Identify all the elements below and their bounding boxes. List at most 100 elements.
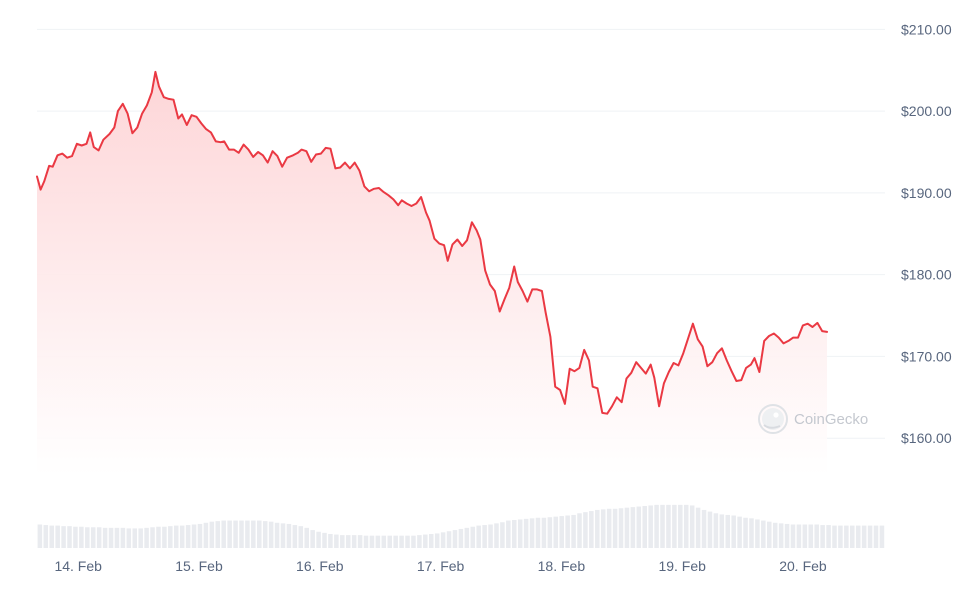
volume-bar bbox=[772, 522, 778, 548]
volume-bar bbox=[695, 507, 701, 548]
volume-bar bbox=[630, 507, 636, 548]
volume-bar bbox=[197, 523, 203, 548]
volume-bar bbox=[251, 520, 256, 548]
gecko-icon bbox=[758, 404, 788, 434]
volume-bar bbox=[168, 526, 173, 548]
x-tick-label: 20. Feb bbox=[779, 558, 827, 574]
volume-bar bbox=[678, 504, 683, 548]
x-axis-ticks: 14. Feb 15. Feb 16. Feb 17. Feb 18. Feb 19. F… bbox=[54, 558, 826, 574]
volume-bar bbox=[43, 525, 49, 548]
y-tick-label: $160.00 bbox=[901, 430, 952, 446]
volume-bar bbox=[850, 525, 855, 548]
volume-bar bbox=[618, 508, 624, 548]
volume-bar bbox=[446, 531, 452, 548]
volume-bar bbox=[755, 519, 760, 548]
volume-bar bbox=[73, 526, 78, 548]
volume-bar bbox=[191, 524, 197, 548]
volume-bar bbox=[571, 514, 576, 548]
volume-bar bbox=[648, 505, 653, 548]
volume-bar bbox=[683, 504, 689, 548]
volume-bar bbox=[345, 535, 351, 548]
volume-bar bbox=[654, 504, 659, 548]
volume-bar bbox=[666, 504, 671, 548]
volume-bar bbox=[660, 504, 665, 548]
coingecko-watermark: CoinGecko bbox=[758, 404, 868, 434]
volume-bar bbox=[357, 535, 363, 548]
volume-bar bbox=[274, 522, 280, 548]
volume-bar bbox=[612, 508, 618, 548]
volume-bar bbox=[381, 535, 387, 548]
volume-bar bbox=[778, 523, 784, 548]
volume-bar bbox=[138, 528, 143, 548]
price-area bbox=[37, 71, 827, 476]
volume-bar bbox=[577, 513, 582, 548]
volume-bar bbox=[233, 520, 238, 548]
volume-bar bbox=[268, 521, 274, 548]
volume-bar bbox=[719, 514, 725, 548]
volume-bar bbox=[500, 522, 505, 548]
volume-bar bbox=[334, 534, 339, 548]
x-tick-label: 16. Feb bbox=[296, 558, 344, 574]
volume-bar bbox=[67, 526, 72, 548]
x-tick-label: 17. Feb bbox=[417, 558, 465, 574]
y-tick-label: $200.00 bbox=[901, 103, 952, 119]
volume-bar bbox=[642, 506, 647, 548]
volume-bar bbox=[85, 527, 90, 548]
y-tick-label: $180.00 bbox=[901, 267, 952, 283]
volume-bar bbox=[79, 526, 84, 548]
volume-bar bbox=[553, 516, 559, 548]
volume-bar bbox=[624, 507, 630, 548]
volume-bar bbox=[749, 518, 754, 548]
volume-bar bbox=[725, 514, 731, 548]
volume-bar bbox=[535, 517, 541, 548]
volume-bar bbox=[838, 525, 843, 548]
volume-bar bbox=[393, 535, 398, 548]
volume-bar bbox=[470, 526, 476, 548]
volume-bar bbox=[855, 525, 861, 548]
volume-bar bbox=[239, 520, 244, 548]
volume-bar bbox=[298, 526, 304, 548]
volume-bar bbox=[832, 525, 837, 548]
y-axis-ticks: $210.00 $200.00 $190.00 $180.00 $170.00 $160.… bbox=[901, 21, 952, 446]
volume-bar bbox=[37, 524, 43, 548]
volume-bar bbox=[583, 512, 588, 548]
volume-bar bbox=[405, 535, 410, 548]
volume-bar bbox=[351, 535, 357, 548]
volume-bar bbox=[221, 520, 226, 548]
volume-bar bbox=[310, 530, 315, 548]
volume-bar bbox=[417, 535, 422, 548]
volume-bar bbox=[464, 527, 470, 548]
volume-bar bbox=[529, 518, 535, 548]
volume-bar bbox=[340, 535, 345, 548]
y-tick-label: $190.00 bbox=[901, 185, 952, 201]
volume-bar bbox=[215, 521, 221, 548]
volume-bar bbox=[867, 525, 873, 548]
volume-bar bbox=[316, 531, 321, 548]
volume-bar bbox=[185, 525, 191, 548]
volume-bar bbox=[879, 525, 885, 548]
volume-bar bbox=[156, 526, 161, 548]
volume-bar bbox=[512, 520, 517, 548]
volume-bar bbox=[286, 523, 292, 548]
volume-bars bbox=[37, 504, 885, 548]
volume-bar bbox=[257, 520, 262, 548]
price-line bbox=[36, 70, 828, 415]
volume-bar bbox=[55, 525, 60, 548]
volume-bar bbox=[808, 524, 814, 548]
volume-bar bbox=[126, 528, 132, 548]
volume-bar bbox=[262, 521, 268, 548]
volume-bar bbox=[173, 525, 179, 548]
volume-bar bbox=[179, 525, 185, 548]
volume-bar bbox=[784, 523, 790, 548]
volume-bar bbox=[120, 527, 126, 548]
volume-bar bbox=[796, 524, 802, 548]
volume-bar bbox=[363, 535, 369, 548]
volume-bar bbox=[114, 527, 120, 548]
volume-bar bbox=[322, 532, 327, 548]
y-tick-label: $170.00 bbox=[901, 348, 952, 364]
volume-bar bbox=[369, 535, 375, 548]
volume-bar bbox=[387, 535, 393, 548]
volume-bar bbox=[541, 517, 547, 548]
volume-bar bbox=[476, 525, 481, 548]
